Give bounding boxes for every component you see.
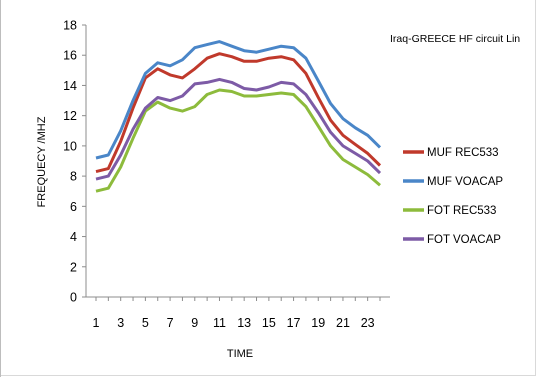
- y-tick-label: 6: [70, 200, 77, 214]
- y-tick-label: 4: [70, 230, 77, 244]
- legend: MUF REC533 MUF VOACAP FOT REC533 FOT VOACAP: [403, 147, 503, 246]
- y-axis: 0 2 4 6 8 10 12 14 16 18: [63, 19, 87, 305]
- y-tick-label: 18: [63, 19, 77, 33]
- legend-label: MUF REC533: [427, 147, 499, 159]
- x-tick-label: 21: [336, 316, 350, 330]
- series-line-muf-rec533: [95, 52, 382, 174]
- x-axis: 1 3 5 7 9 11 13 15 17 19 21 23: [86, 296, 390, 330]
- series-line-fot-voacap: [95, 77, 382, 181]
- x-tick-label: 23: [361, 316, 375, 330]
- x-tick-label: 13: [237, 316, 251, 330]
- chart-title: Iraq-GREECE HF circuit Lin: [390, 33, 520, 45]
- y-tick-label: 0: [70, 291, 77, 305]
- y-tick-label: 10: [63, 139, 77, 153]
- series-line-fot-rec533: [95, 88, 381, 193]
- y-tick-label: 12: [63, 109, 77, 123]
- legend-label: FOT VOACAP: [427, 234, 501, 246]
- x-tick-label: 7: [167, 316, 174, 330]
- x-tick-label: 3: [117, 316, 124, 330]
- x-axis-title: TIME: [227, 348, 253, 360]
- y-axis-title: FREQUECY /MHZ: [36, 116, 48, 207]
- y-tick-label: 2: [70, 260, 77, 274]
- x-tick-label: 5: [142, 316, 149, 330]
- x-tick-label: 15: [262, 316, 276, 330]
- series-group: [95, 40, 382, 193]
- left-border: [0, 0, 1, 377]
- y-tick-label: 14: [63, 79, 77, 93]
- x-tick-label: 17: [287, 316, 301, 330]
- x-tick-label: 19: [311, 316, 325, 330]
- y-tick-label: 16: [63, 49, 77, 63]
- x-tick-label: 1: [93, 316, 100, 330]
- legend-label: MUF VOACAP: [427, 176, 503, 188]
- legend-label: FOT REC533: [427, 205, 496, 217]
- series-line-muf-voacap: [95, 40, 382, 160]
- x-tick-label: 9: [191, 316, 198, 330]
- y-tick-label: 8: [70, 170, 77, 184]
- x-tick-label: 11: [213, 316, 226, 330]
